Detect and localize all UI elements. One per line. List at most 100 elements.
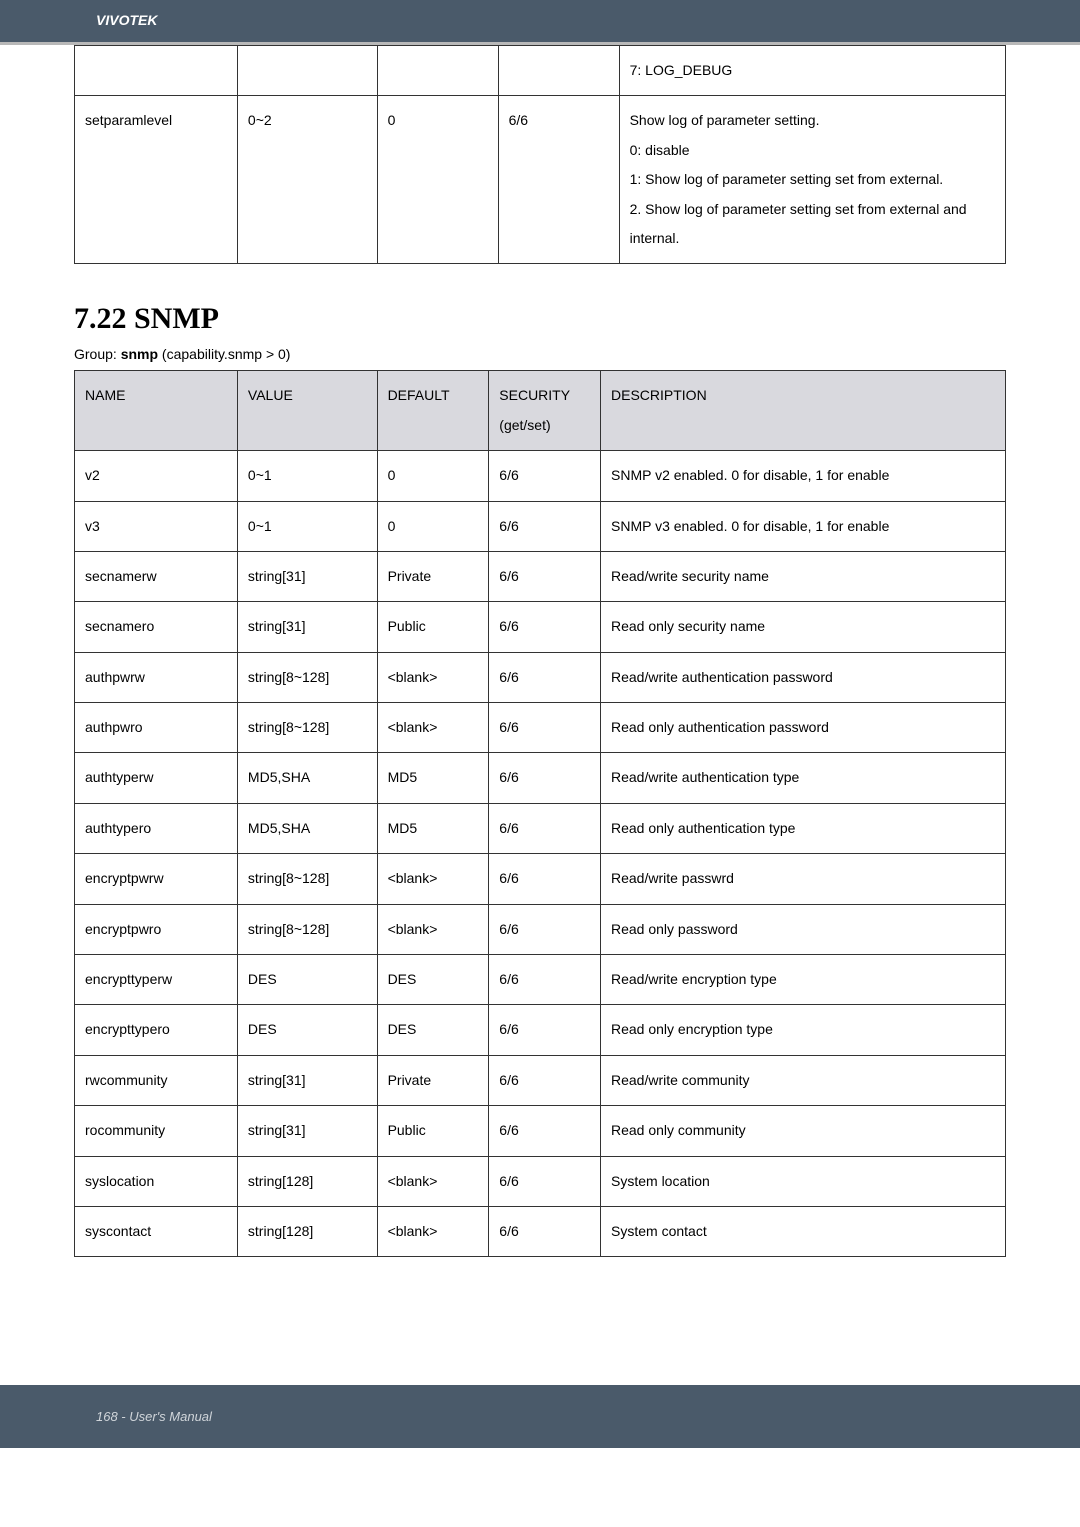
table-cell: Read only encryption type	[601, 1005, 1006, 1055]
col-header-default: DEFAULT	[377, 371, 489, 451]
group-caption: Group: snmp (capability.snmp > 0)	[74, 346, 1006, 362]
table-cell	[498, 46, 619, 96]
table-cell: Read/write passwrd	[601, 854, 1006, 904]
table-cell: 6/6	[489, 703, 601, 753]
table-header-row: NAME VALUE DEFAULT SECURITY (get/set) DE…	[75, 371, 1006, 451]
table-cell: rwcommunity	[75, 1055, 238, 1105]
table-cell: Read/write authentication type	[601, 753, 1006, 803]
table-cell: authpwro	[75, 703, 238, 753]
table-row: secnamerostring[31]Public6/6Read only se…	[75, 602, 1006, 652]
table-row: authtyperwMD5,SHAMD56/6Read/write authen…	[75, 753, 1006, 803]
table-cell: 6/6	[489, 1206, 601, 1256]
table-row: authpwrwstring[8~128]<blank>6/6Read/writ…	[75, 652, 1006, 702]
table-cell: Read/write authentication password	[601, 652, 1006, 702]
table-cell: Show log of parameter setting. 0: disabl…	[619, 96, 1005, 264]
table-cell: string[8~128]	[237, 703, 377, 753]
table-cell: MD5,SHA	[237, 803, 377, 853]
table-cell: <blank>	[377, 904, 489, 954]
table-cell: rocommunity	[75, 1106, 238, 1156]
table-cell: string[8~128]	[237, 652, 377, 702]
table-row: v20~106/6SNMP v2 enabled. 0 for disable,…	[75, 451, 1006, 501]
table-cell: string[31]	[237, 551, 377, 601]
table-cell: 6/6	[498, 96, 619, 264]
table-cell: 6/6	[489, 1005, 601, 1055]
table-cell: SNMP v2 enabled. 0 for disable, 1 for en…	[601, 451, 1006, 501]
table-setparamlevel: 7: LOG_DEBUGsetparamlevel0~206/6Show log…	[74, 45, 1006, 264]
table-row: authpwrostring[8~128]<blank>6/6Read only…	[75, 703, 1006, 753]
table-cell: v2	[75, 451, 238, 501]
table-cell: <blank>	[377, 1156, 489, 1206]
table-cell: 6/6	[489, 551, 601, 601]
table-cell: authtyperw	[75, 753, 238, 803]
table-cell: Private	[377, 1055, 489, 1105]
table-cell: MD5,SHA	[237, 753, 377, 803]
table-cell	[237, 46, 377, 96]
table-cell: <blank>	[377, 1206, 489, 1256]
table-cell: System location	[601, 1156, 1006, 1206]
table-cell: Read only authentication type	[601, 803, 1006, 853]
table-cell: DES	[237, 955, 377, 1005]
table-cell: string[8~128]	[237, 904, 377, 954]
table-cell: Public	[377, 602, 489, 652]
table-cell: <blank>	[377, 652, 489, 702]
table-cell: secnamero	[75, 602, 238, 652]
table-cell: Private	[377, 551, 489, 601]
table-cell: Read only password	[601, 904, 1006, 954]
page-header: VIVOTEK	[0, 0, 1080, 42]
table-cell: string[128]	[237, 1206, 377, 1256]
table-cell: syslocation	[75, 1156, 238, 1206]
table-cell: authtypero	[75, 803, 238, 853]
table-cell: DES	[377, 955, 489, 1005]
section-title: 7.22 SNMP	[74, 302, 1006, 336]
table-cell: string[128]	[237, 1156, 377, 1206]
table-cell: 0~1	[237, 451, 377, 501]
table-row: encrypttyperwDESDES6/6Read/write encrypt…	[75, 955, 1006, 1005]
table-cell: 6/6	[489, 1055, 601, 1105]
table-cell: 6/6	[489, 803, 601, 853]
table-cell: 6/6	[489, 501, 601, 551]
table-cell: Read only authentication password	[601, 703, 1006, 753]
table-cell: DES	[377, 1005, 489, 1055]
table-cell: 0	[377, 451, 489, 501]
table-cell: string[31]	[237, 1106, 377, 1156]
table-row: rwcommunitystring[31]Private6/6Read/writ…	[75, 1055, 1006, 1105]
table-cell: v3	[75, 501, 238, 551]
table-row: authtyperoMD5,SHAMD56/6Read only authent…	[75, 803, 1006, 853]
table-cell	[377, 46, 498, 96]
table-cell: 6/6	[489, 1106, 601, 1156]
table-cell: Public	[377, 1106, 489, 1156]
table-cell: secnamerw	[75, 551, 238, 601]
col-header-security: SECURITY (get/set)	[489, 371, 601, 451]
table-cell: 0	[377, 96, 498, 264]
table-row: v30~106/6SNMP v3 enabled. 0 for disable,…	[75, 501, 1006, 551]
table-cell: 6/6	[489, 1156, 601, 1206]
table-cell: syscontact	[75, 1206, 238, 1256]
table-cell: <blank>	[377, 703, 489, 753]
table-cell: 0~2	[237, 96, 377, 264]
table-cell: DES	[237, 1005, 377, 1055]
table-row: encrypttyperoDESDES6/6Read only encrypti…	[75, 1005, 1006, 1055]
table-cell: MD5	[377, 803, 489, 853]
brand-label: VIVOTEK	[96, 12, 157, 28]
table-cell	[75, 46, 238, 96]
table-cell: setparamlevel	[75, 96, 238, 264]
group-suffix: (capability.snmp > 0)	[158, 346, 290, 362]
table-cell: 6/6	[489, 451, 601, 501]
table-cell: <blank>	[377, 854, 489, 904]
table-cell: SNMP v3 enabled. 0 for disable, 1 for en…	[601, 501, 1006, 551]
table-row: secnamerwstring[31]Private6/6Read/write …	[75, 551, 1006, 601]
table-cell: 6/6	[489, 955, 601, 1005]
table-cell: encryptpwrw	[75, 854, 238, 904]
group-name: snmp	[121, 346, 158, 362]
footer-text: 168 - User's Manual	[96, 1409, 212, 1424]
table-cell: Read/write community	[601, 1055, 1006, 1105]
table-cell: string[8~128]	[237, 854, 377, 904]
col-header-name: NAME	[75, 371, 238, 451]
table-row: syscontactstring[128]<blank>6/6System co…	[75, 1206, 1006, 1256]
table-cell: encrypttyperw	[75, 955, 238, 1005]
table-cell: 6/6	[489, 854, 601, 904]
table-cell: System contact	[601, 1206, 1006, 1256]
page-footer: 168 - User's Manual	[0, 1385, 1080, 1448]
table-row: 7: LOG_DEBUG	[75, 46, 1006, 96]
table-cell: Read only security name	[601, 602, 1006, 652]
